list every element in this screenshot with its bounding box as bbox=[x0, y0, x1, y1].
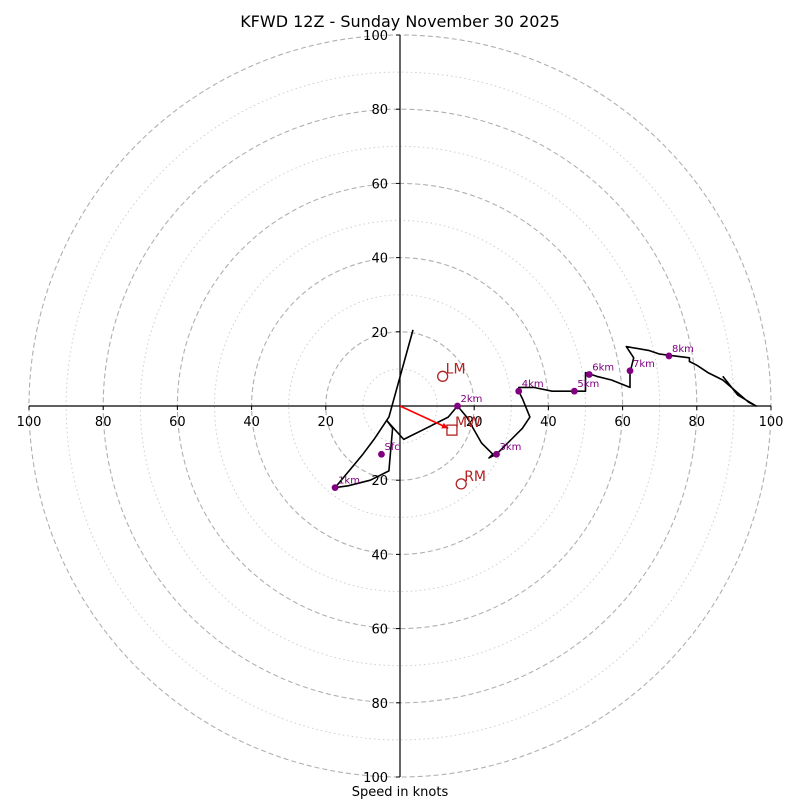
height-marker-3km bbox=[493, 450, 500, 458]
shear-vector-line bbox=[399, 405, 449, 429]
y-tick-label: 40 bbox=[371, 252, 388, 267]
storm-motion-layer: LM RM MW bbox=[437, 361, 486, 490]
storm-motion-lm-label: LM bbox=[446, 361, 466, 377]
chart-title: KFWD 12Z - Sunday November 30 2025 bbox=[240, 12, 560, 31]
height-marker-2km bbox=[454, 402, 461, 410]
height-label-2km: 2km bbox=[461, 394, 483, 405]
height-marker-1km bbox=[331, 484, 339, 492]
storm-motion-rm-marker bbox=[455, 478, 467, 490]
storm-motion-mw-label: MW bbox=[455, 415, 481, 431]
y-tick-label: 20 bbox=[371, 326, 388, 341]
height-label-7km: 7km bbox=[633, 359, 655, 370]
y-tick-label: 60 bbox=[371, 623, 388, 638]
height-marker-7km bbox=[626, 367, 634, 375]
y-tick-label: 100 bbox=[363, 771, 388, 786]
storm-motion-lm-marker bbox=[437, 370, 449, 382]
height-label-6km: 6km bbox=[592, 362, 614, 373]
x-tick-label: 100 bbox=[17, 415, 42, 430]
height-label-8km: 8km bbox=[672, 344, 694, 355]
height-marker-4km bbox=[515, 387, 523, 395]
height-marker-8km bbox=[665, 352, 673, 360]
height-label-sfc: Sfc bbox=[384, 442, 399, 453]
x-tick-label: 20 bbox=[466, 415, 483, 430]
x-axis-label: Speed in knots bbox=[352, 785, 449, 800]
storm-motion-rm-label: RM bbox=[464, 469, 486, 485]
x-tick-label: 100 bbox=[759, 415, 784, 430]
x-tick-label: 20 bbox=[318, 415, 335, 430]
height-label-4km: 4km bbox=[522, 379, 544, 390]
x-tick-label: 40 bbox=[243, 415, 260, 430]
storm-motion-mw-marker bbox=[446, 424, 458, 436]
y-tick-label: 60 bbox=[371, 177, 388, 192]
y-tick-label: 100 bbox=[363, 29, 388, 44]
x-tick-label: 40 bbox=[540, 415, 557, 430]
shear-vector-layer bbox=[399, 405, 449, 429]
x-tick-label: 60 bbox=[169, 415, 186, 430]
x-tick-label: 60 bbox=[614, 415, 631, 430]
height-marker-5km bbox=[570, 387, 578, 395]
axis-ticks: 100 80 60 40 20 20 40 60 80 100 20 40 60 80 100 20 40 60 8… bbox=[17, 29, 784, 786]
y-tick-label: 20 bbox=[371, 474, 388, 489]
y-tick-label: 80 bbox=[371, 103, 388, 118]
height-marker-6km bbox=[585, 371, 593, 378]
y-tick-label: 40 bbox=[371, 548, 388, 563]
height-label-1km: 1km bbox=[338, 476, 360, 487]
height-marker-sfc bbox=[378, 450, 385, 458]
y-tick-label: 80 bbox=[371, 697, 388, 712]
height-label-3km: 3km bbox=[499, 442, 521, 453]
x-tick-label: 80 bbox=[689, 415, 706, 430]
x-tick-label: 80 bbox=[95, 415, 112, 430]
height-marker-layer: Sfc 1km 2km 3km 4km 5km 6km 7km 8km bbox=[331, 344, 694, 492]
height-label-5km: 5km bbox=[577, 379, 599, 390]
